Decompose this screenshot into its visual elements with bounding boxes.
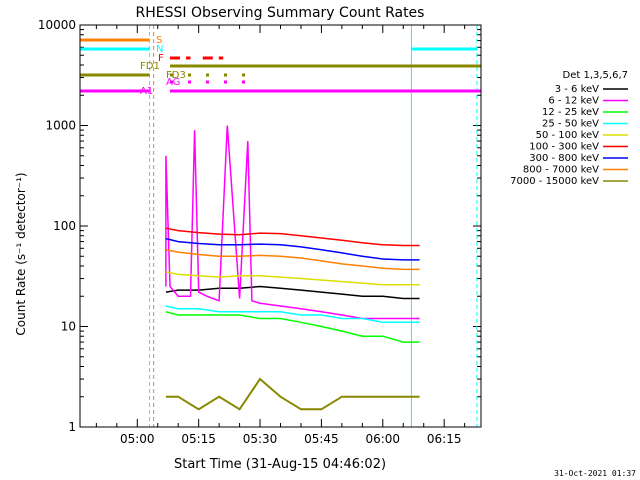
x-tick-label: 05:00 [120, 432, 155, 446]
legend-label-3: 25 - 50 keV [542, 119, 599, 130]
legend-label-6: 300 - 800 keV [529, 153, 599, 164]
legend-label-2: 12 - 25 keV [542, 107, 599, 118]
legend-label-8: 7000 - 15000 keV [510, 176, 599, 187]
legend-label-0: 3 - 6 keV [555, 84, 599, 95]
x-tick-label: 05:15 [181, 432, 216, 446]
series-line-0 [165, 285, 420, 300]
x-tick-label: 06:00 [365, 432, 400, 446]
series-line-4 [165, 271, 420, 286]
generation-timestamp: 31-Oct-2021 01:37 [554, 469, 636, 478]
series-line-6 [165, 237, 420, 261]
x-axis-label: Start Time (31-Aug-15 04:46:02) [174, 457, 386, 472]
series-line-2 [165, 311, 420, 343]
legend-label-4: 50 - 100 keV [536, 130, 600, 141]
flag-label-ag: AG [166, 77, 180, 88]
legend-label-7: 800 - 7000 keV [523, 165, 599, 176]
plot-frame [79, 24, 482, 428]
series-line-5 [165, 227, 420, 247]
legend-label-1: 6 - 12 keV [548, 96, 599, 107]
y-tick-label: 1 [68, 420, 76, 434]
x-tick-label: 05:30 [243, 432, 278, 446]
legend-title: Det 1,3,5,6,7 [563, 70, 628, 81]
y-tick-label: 100 [53, 219, 76, 233]
flag-label-n: N [156, 44, 163, 55]
legend-label-5: 100 - 300 keV [529, 142, 599, 153]
x-tick-label: 05:45 [304, 432, 339, 446]
flag-label-f: F [158, 53, 164, 64]
series-line-3 [165, 305, 420, 324]
flag-label-fd3: FD3 [166, 70, 186, 81]
flag-label-fd1: FD1 [140, 61, 160, 72]
series-line-8 [165, 377, 420, 411]
chart-title: RHESSI Observing Summary Count Rates [136, 5, 425, 21]
y-tick-label: 10 [61, 320, 76, 334]
x-tick-label: 06:15 [427, 432, 462, 446]
flag-label-s: S [156, 35, 162, 46]
series-line-7 [165, 249, 420, 271]
y-tick-label: 1000 [45, 119, 76, 133]
series-line-1 [165, 125, 420, 320]
y-axis-label: Count Rate (s⁻¹ detector⁻¹) [14, 172, 28, 335]
flag-label-a1: A1 [140, 86, 153, 97]
y-tick-label: 10000 [38, 18, 76, 32]
